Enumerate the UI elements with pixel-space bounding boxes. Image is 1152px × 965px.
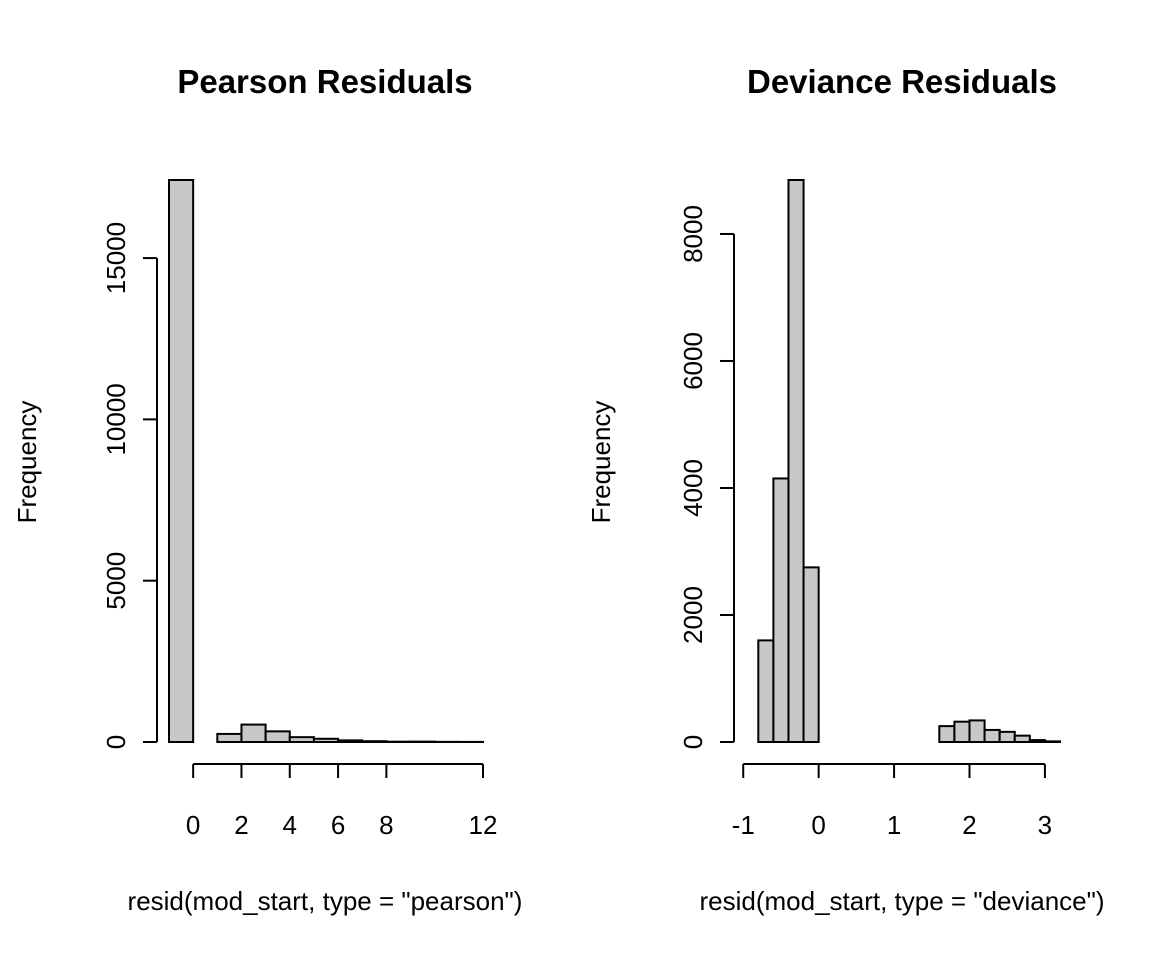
pearson-panel: Pearson Residuals resid(mod_start, type … [12,63,522,916]
deviance-panel: Deviance Residuals resid(mod_start, type… [586,63,1105,916]
pearson-y-label: Frequency [12,401,42,524]
pearson-x-tick-label: 4 [283,810,297,840]
pearson-bar [241,725,265,742]
deviance-bar [954,722,969,742]
pearson-bar [290,737,314,742]
deviance-y-tick-label: 4000 [678,459,708,517]
pearson-x-tick-label: 6 [331,810,345,840]
deviance-bar [1030,740,1045,742]
deviance-bar [773,478,788,742]
deviance-bar [969,720,984,742]
deviance-bar [1045,741,1060,742]
pearson-title: Pearson Residuals [177,63,472,100]
pearson-bar [338,740,362,742]
pearson-y-axis: 0 5000 10000 15000 [101,222,157,749]
deviance-x-tick-label: 1 [887,810,901,840]
deviance-bar [939,726,954,742]
pearson-y-tick-label: 10000 [101,383,131,455]
deviance-y-tick-label: 0 [678,735,708,749]
deviance-x-tick-label: 3 [1038,810,1052,840]
deviance-y-tick-label: 6000 [678,332,708,390]
deviance-x-axis: -1 0 1 2 3 [732,764,1052,840]
pearson-bar [217,734,241,742]
pearson-y-tick-label: 5000 [101,552,131,610]
pearson-x-tick-label: 8 [379,810,393,840]
deviance-x-tick-label: -1 [732,810,755,840]
deviance-bar [1015,736,1030,742]
deviance-x-tick-label: 2 [962,810,976,840]
pearson-bar [314,739,338,742]
deviance-title: Deviance Residuals [747,63,1057,100]
pearson-x-tick-label: 2 [234,810,248,840]
deviance-y-label: Frequency [586,401,616,524]
pearson-x-tick-label: 0 [186,810,200,840]
pearson-y-tick-label: 0 [101,735,131,749]
pearson-x-label: resid(mod_start, type = "pearson") [128,886,523,916]
deviance-y-tick-label: 2000 [678,586,708,644]
deviance-bar [758,640,773,742]
deviance-y-tick-label: 8000 [678,205,708,263]
deviance-x-label: resid(mod_start, type = "deviance") [699,886,1104,916]
deviance-bars [758,180,1060,742]
deviance-x-tick-label: 0 [811,810,825,840]
pearson-bar [266,731,290,742]
pearson-y-tick-label: 15000 [101,222,131,294]
pearson-x-axis: 0 2 4 6 8 12 [186,764,498,840]
pearson-bar [362,741,386,742]
deviance-y-axis: 0 2000 4000 6000 8000 [678,205,734,749]
deviance-bar [1000,732,1015,742]
deviance-bar [788,180,803,742]
deviance-bar [804,567,819,742]
pearson-x-tick-label: 12 [469,810,498,840]
pearson-bar [169,180,193,742]
pearson-bars [169,180,483,742]
deviance-bar [985,730,1000,742]
